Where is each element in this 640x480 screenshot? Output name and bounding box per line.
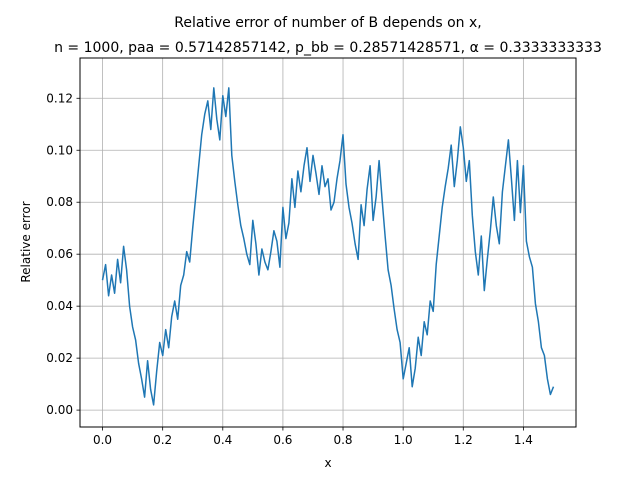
y-tick-label: 0.06 [46, 247, 73, 261]
x-tick-label: 1.0 [394, 433, 413, 447]
x-tick-label: 1.4 [514, 433, 533, 447]
series-line [101, 87, 555, 406]
x-axis-label: x [324, 456, 331, 470]
y-axis: 0.00 0.02 0.04 0.06 0.08 0.10 0.12 [46, 91, 80, 417]
x-tick-label: 0.0 [93, 433, 112, 447]
x-tick-label: 0.2 [153, 433, 172, 447]
series-layer [101, 87, 555, 406]
y-tick-label: 0.02 [46, 351, 73, 365]
x-tick-label: 0.8 [333, 433, 352, 447]
chart-title-line-1: Relative error of number of B depends on… [174, 15, 481, 31]
grid [80, 58, 576, 427]
y-tick-label: 0.08 [46, 195, 73, 209]
x-axis: 0.0 0.2 0.4 0.6 0.8 1.0 1.2 1.4 [93, 427, 533, 447]
x-tick-label: 1.2 [454, 433, 473, 447]
y-tick-label: 0.12 [46, 91, 73, 105]
y-tick-label: 0.04 [46, 299, 73, 313]
plot-frame [79, 57, 577, 428]
y-tick-label: 0.10 [46, 143, 73, 157]
x-tick-label: 0.4 [213, 433, 232, 447]
chart-title-line-2: n = 1000, paa = 0.57142857142, p_bb = 0.… [54, 40, 602, 56]
x-tick-label: 0.6 [273, 433, 292, 447]
y-axis-label: Relative error [19, 201, 33, 282]
y-tick-label: 0.00 [46, 403, 73, 417]
